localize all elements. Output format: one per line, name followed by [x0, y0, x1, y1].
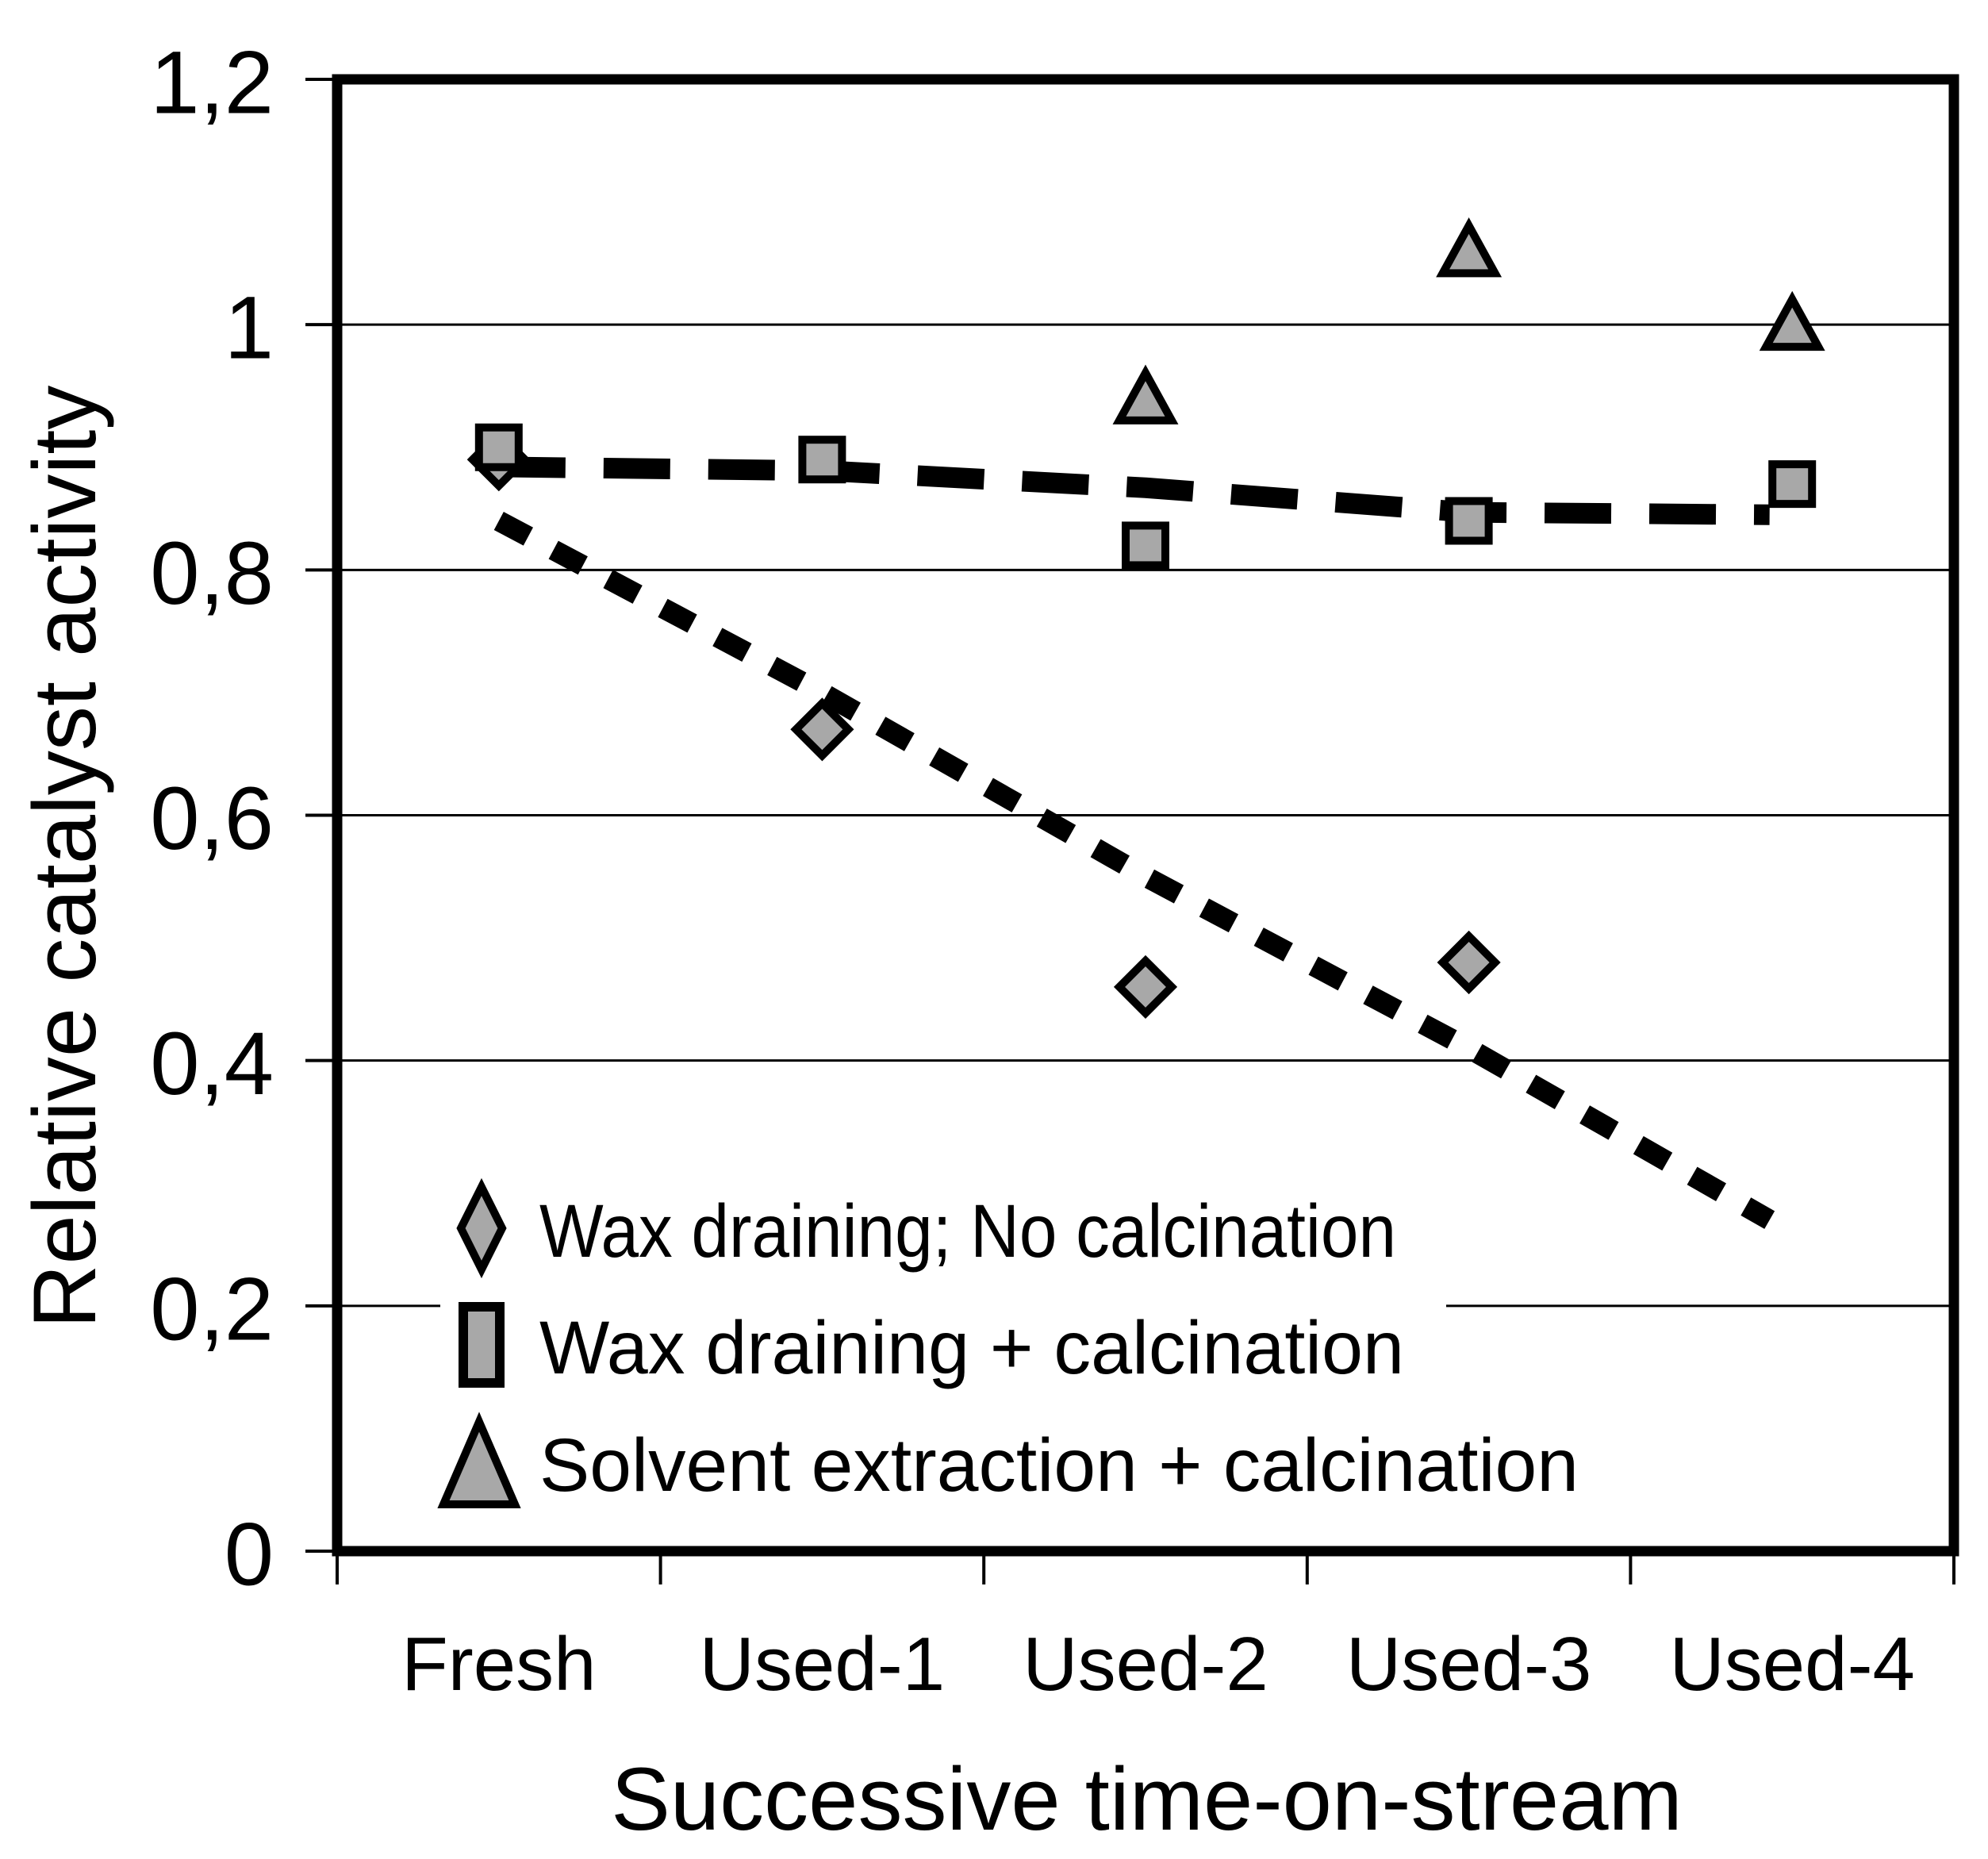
y-tick-label: 0,2: [150, 1259, 274, 1358]
y-tick-label: 1: [225, 278, 274, 378]
y-tick-label: 0: [225, 1505, 274, 1604]
y-tick-label: 0,8: [150, 524, 274, 623]
y-tick-label: 1,2: [150, 33, 274, 133]
dashed-trendline: [498, 456, 1770, 525]
marker-diamond: [1113, 954, 1178, 1019]
marker-triangle: [1436, 217, 1503, 278]
marker-square: [798, 436, 846, 484]
legend-square-icon: [459, 1302, 505, 1388]
y-tick-label: 0,4: [150, 1014, 274, 1113]
y-axis-title: Relative catalyst activity: [15, 385, 114, 1329]
x-tick-label: Used-2: [1023, 1622, 1268, 1707]
legend-label: Wax draining + calcination: [539, 1306, 1404, 1390]
x-tick-label: Fresh: [401, 1622, 596, 1707]
marker-square: [1768, 460, 1817, 509]
dotted-trendline: [493, 512, 1775, 1229]
legend-background: [440, 1168, 1446, 1531]
marker-diamond: [1437, 930, 1501, 995]
marker-square: [474, 423, 523, 471]
y-tick-label: 0,6: [150, 769, 274, 868]
legend-triangle-icon: [437, 1412, 521, 1508]
x-tick-label: Used-1: [700, 1622, 945, 1707]
marker-square: [1122, 521, 1169, 570]
x-axis-title: Successive time-on-stream: [611, 1750, 1683, 1849]
legend-diamond-icon: [456, 1177, 507, 1279]
x-tick-label: Used-4: [1669, 1622, 1914, 1707]
marker-triangle: [1759, 290, 1825, 351]
x-tick-label: Used-3: [1346, 1622, 1591, 1707]
marker-square: [1445, 497, 1493, 545]
legend-label: Solvent extraction + calcination: [539, 1423, 1579, 1508]
marker-diamond: [790, 697, 854, 762]
legend-label: Wax draining; No calcination: [539, 1189, 1396, 1273]
marker-triangle: [1112, 364, 1179, 424]
